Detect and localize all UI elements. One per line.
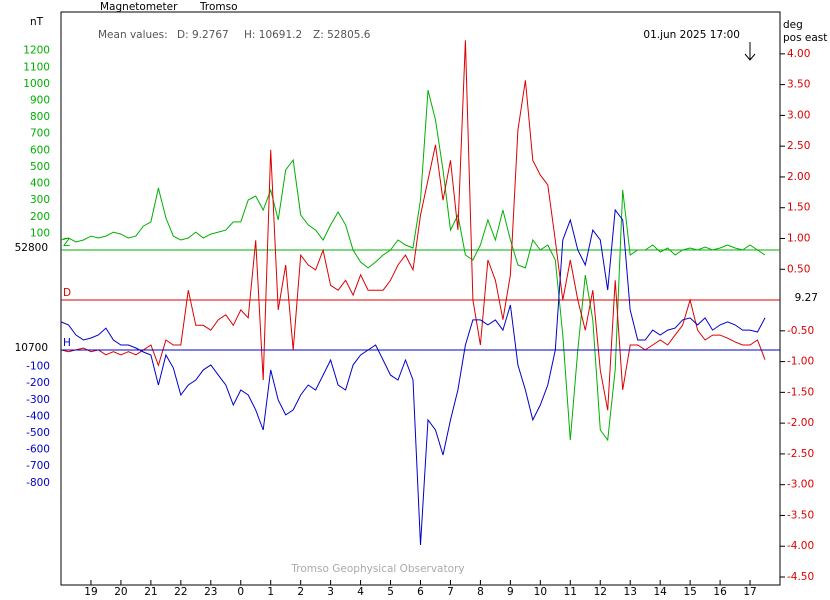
y-tick-label: 600 [30,144,50,156]
y-tick-label: -400 [26,410,50,422]
y-tick-label: 400 [30,178,50,190]
credit: Tromso Geophysical Observatory [290,563,464,575]
legend-label: D [63,287,71,299]
mean-value: Z: 52805.6 [313,29,371,41]
series-line [60,89,766,442]
y-tick-label: -100 [26,361,50,373]
y2-tick-label: -2.50 [787,448,814,460]
y2-tick-label: -3.00 [787,479,814,491]
x-tick-label: 12 [594,586,607,598]
y2-tick-label: -4.50 [787,571,814,583]
y2-tick-label: 3.00 [787,109,810,121]
x-tick-label: 13 [624,586,637,598]
y-tick-label: -700 [26,460,50,472]
x-tick-label: 17 [743,586,756,598]
mean-value: D: 9.2767 [177,29,229,41]
chart-title: Magnetometer [100,1,178,13]
time-arrow [744,42,756,61]
y2-tick-label: 2.00 [787,171,810,183]
y-tick-label: 200 [30,211,50,223]
x-tick-label: 3 [327,586,334,598]
y-tick-label: 1000 [23,78,50,90]
y-axis-label: nT [30,16,44,28]
x-tick-label: 23 [204,586,217,598]
x-tick-label: 20 [114,586,127,598]
x-tick-label: 6 [417,586,424,598]
y-tick-label: 1200 [23,45,50,57]
baseline-label: 52800 [15,242,48,254]
series-line [60,208,766,546]
y-tick-label: 900 [30,95,50,107]
y2-tick-label: -3.50 [787,509,814,521]
legend-label: H [63,337,71,349]
y2-axis-label: deg [783,19,803,31]
y-tick-label: 100 [30,227,50,239]
y-tick-label: -800 [26,477,50,489]
baseline-label: 10700 [15,342,48,354]
y-tick-label: 1100 [23,61,50,73]
y2-tick-label: -1.50 [787,386,814,398]
x-tick-label: 19 [84,586,97,598]
y-tick-label: -300 [26,394,50,406]
y-tick-label: 800 [30,111,50,123]
x-tick-label: 0 [237,586,244,598]
y-tick-label: -500 [26,427,50,439]
y2-tick-label: 1.00 [787,232,810,244]
x-tick-label: 14 [653,586,667,598]
y-tick-label: 300 [30,194,50,206]
y2-tick-label: -0.50 [787,325,814,337]
y2-tick-label: 1.50 [787,202,810,214]
y2-tick-label: -1.00 [787,356,814,368]
x-tick-label: 22 [174,586,187,598]
y2-tick-label: -4.00 [787,540,814,552]
y2-tick-label: -2.00 [787,417,814,429]
y2-tick-label: 0.50 [787,263,810,275]
y-tick-label: 700 [30,128,50,140]
x-tick-label: 5 [387,586,394,598]
y-tick-label: 500 [30,161,50,173]
x-tick-label: 1 [267,586,274,598]
x-tick-label: 11 [564,586,577,598]
timestamp: 01.jun 2025 17:00 [643,29,740,41]
plot-frame [60,11,781,586]
y2-tick-label: 4.00 [787,48,810,60]
x-tick-label: 21 [144,586,157,598]
y2-tick-label: 3.50 [787,79,810,91]
chart-subtitle: Tromso [199,1,238,13]
y2-axis-label: pos east [783,32,827,44]
y2-tick-label: 2.50 [787,140,810,152]
x-tick-label: 9 [507,586,514,598]
x-tick-label: 8 [477,586,484,598]
mean-value: H: 10691.2 [244,29,302,41]
x-tick-label: 2 [297,586,304,598]
baseline-label: 9.27 [795,292,818,304]
mean-values-label: Mean values: [98,29,168,41]
y-tick-label: -600 [26,444,50,456]
x-tick-label: 4 [357,586,364,598]
x-tick-label: 7 [447,586,454,598]
y-tick-label: -200 [26,377,50,389]
legend-label: Z [63,237,70,249]
x-tick-label: 16 [713,586,727,598]
series-line [60,40,766,411]
x-tick-label: 10 [534,586,547,598]
x-tick-label: 15 [683,586,696,598]
